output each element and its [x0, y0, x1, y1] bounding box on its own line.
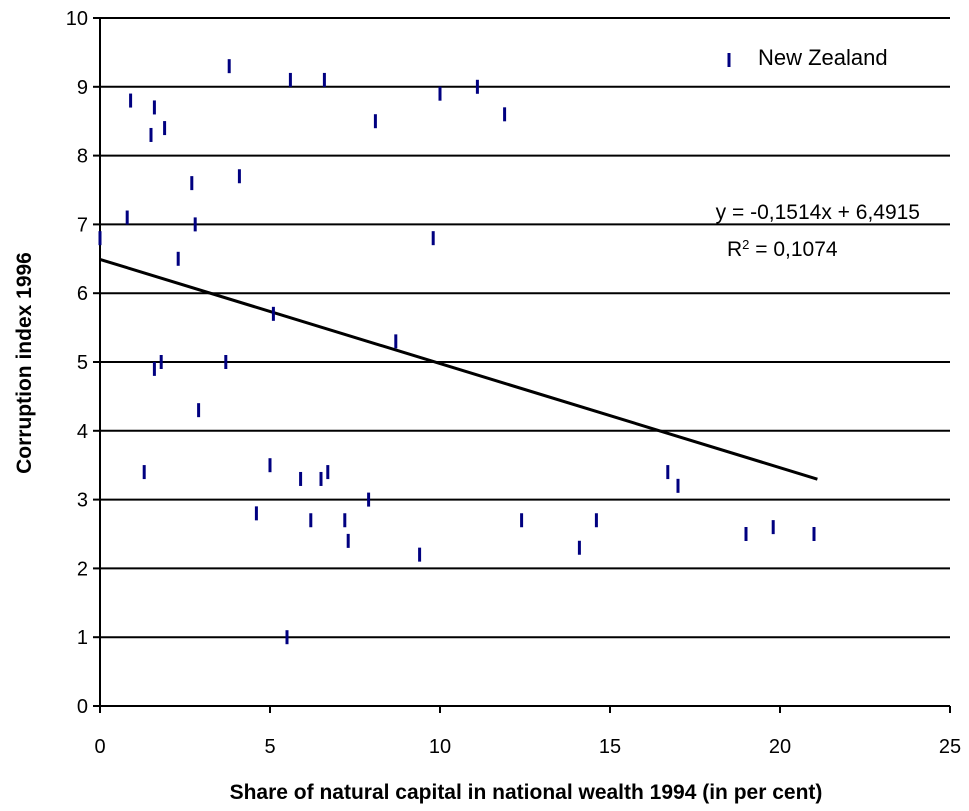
y-tick-label-7: 7 [77, 214, 88, 236]
x-axis-title: Share of natural capital in national wea… [230, 781, 823, 804]
legend: New Zealand [727, 45, 888, 70]
trendline-group [99, 257, 818, 481]
r-squared: R2 = 0,1074 [727, 237, 838, 262]
y-tick-label-3: 3 [77, 490, 88, 512]
y-tick-label-6: 6 [77, 283, 88, 305]
y-tick-label-9: 9 [77, 77, 88, 99]
y-axis-title: Corruption index 1996 [13, 252, 36, 474]
r-squared-sup: 2 [742, 237, 749, 252]
legend-label: New Zealand [758, 45, 888, 70]
tick-labels: 0 1 2 3 4 5 6 7 8 9 10 0 5 10 15 20 25 [66, 8, 961, 758]
x-tick-label-25: 25 [939, 736, 961, 758]
x-tick-label-0: 0 [94, 736, 105, 758]
y-tick-label-10: 10 [66, 8, 88, 30]
y-tick-label-0: 0 [77, 696, 88, 718]
y-tick-label-1: 1 [77, 627, 88, 649]
gridlines [100, 17, 950, 639]
y-tick-label-4: 4 [77, 421, 88, 443]
x-tick-label-5: 5 [264, 736, 275, 758]
y-tick-label-5: 5 [77, 352, 88, 374]
y-tick-label-2: 2 [77, 558, 88, 580]
r-squared-suffix: = 0,1074 [749, 238, 837, 261]
trend-equation: y = -0,1514x + 6,4915 [716, 201, 920, 224]
x-tick-label-10: 10 [429, 736, 451, 758]
x-tick-label-15: 15 [599, 736, 621, 758]
x-tick-label-20: 20 [769, 736, 791, 758]
r-squared-prefix: R [727, 238, 742, 261]
data-points [98, 59, 816, 645]
trendline [99, 257, 818, 481]
axes [93, 17, 951, 713]
y-tick-label-8: 8 [77, 146, 88, 168]
